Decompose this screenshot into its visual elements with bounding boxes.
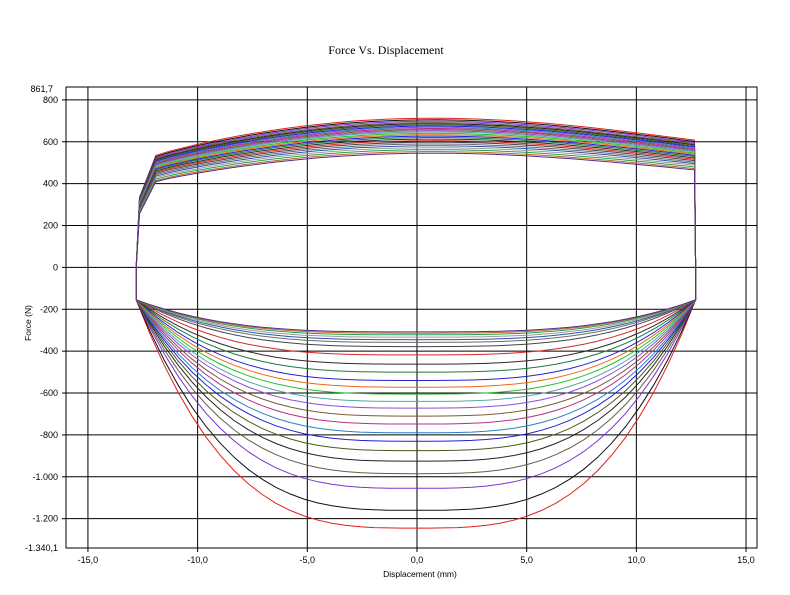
series-loop-3 [135, 120, 697, 489]
chart-title: Force Vs. Displacement [328, 43, 444, 57]
y-tick-label: 600 [43, 137, 58, 147]
series-loop-17 [135, 138, 697, 365]
y-tick-label: -1.000 [32, 472, 58, 482]
series-loop-15 [135, 135, 697, 381]
series-loop-23 [135, 149, 697, 336]
plot-frame [65, 86, 758, 549]
y-tick-label: -600 [40, 388, 58, 398]
series-loop-24 [135, 151, 697, 334]
series-loop-4 [135, 122, 697, 475]
x-tick-label: -5,0 [300, 555, 316, 565]
series-loop-11 [135, 130, 697, 409]
series-loop-1 [135, 117, 697, 529]
x-axis-title: Displacement (mm) [383, 569, 457, 579]
y-max-label: 861,7 [30, 84, 53, 94]
x-tick-label: 10,0 [628, 555, 646, 565]
series-loop-6 [135, 124, 697, 452]
series-loop-25 [135, 152, 697, 333]
series-loop-12 [135, 131, 697, 402]
series-loop-7 [135, 125, 697, 442]
y-min-label: -1.340,1 [25, 543, 58, 553]
series-loop-14 [135, 134, 697, 388]
series-loop-5 [135, 123, 697, 462]
x-tick-label: -15,0 [78, 555, 99, 565]
series-loop-8 [135, 126, 697, 434]
series-loop-16 [135, 137, 697, 373]
x-tick-label: -10,0 [187, 555, 208, 565]
y-axis-title: Force (N) [23, 305, 33, 341]
y-tick-label: -800 [40, 430, 58, 440]
series-loop-10 [135, 129, 697, 417]
x-tick-label: 0,0 [411, 555, 424, 565]
y-tick-label: -1.200 [32, 514, 58, 524]
y-tick-label: 400 [43, 179, 58, 189]
series-loop-13 [135, 132, 697, 395]
series-loop-19 [135, 141, 697, 348]
series-loop-18 [135, 140, 697, 356]
y-tick-label: 200 [43, 221, 58, 231]
series-group [135, 117, 697, 529]
series-loop-21 [135, 145, 697, 341]
y-tick-label: 800 [43, 95, 58, 105]
x-tick-label: 15,0 [737, 555, 755, 565]
series-loop-2 [135, 119, 697, 511]
series-loop-9 [135, 128, 697, 425]
tick-labels: -15,0 -10,0 -5,0 0,0 5,0 10,0 15,0 800 600 400 200… [25, 84, 755, 565]
y-tick-label: 0 [53, 262, 58, 272]
series-loop-22 [135, 147, 697, 338]
x-tick-label: 5,0 [520, 555, 533, 565]
y-tick-label: -200 [40, 304, 58, 314]
y-tick-label: -400 [40, 346, 58, 356]
series-loop-20 [135, 143, 697, 343]
